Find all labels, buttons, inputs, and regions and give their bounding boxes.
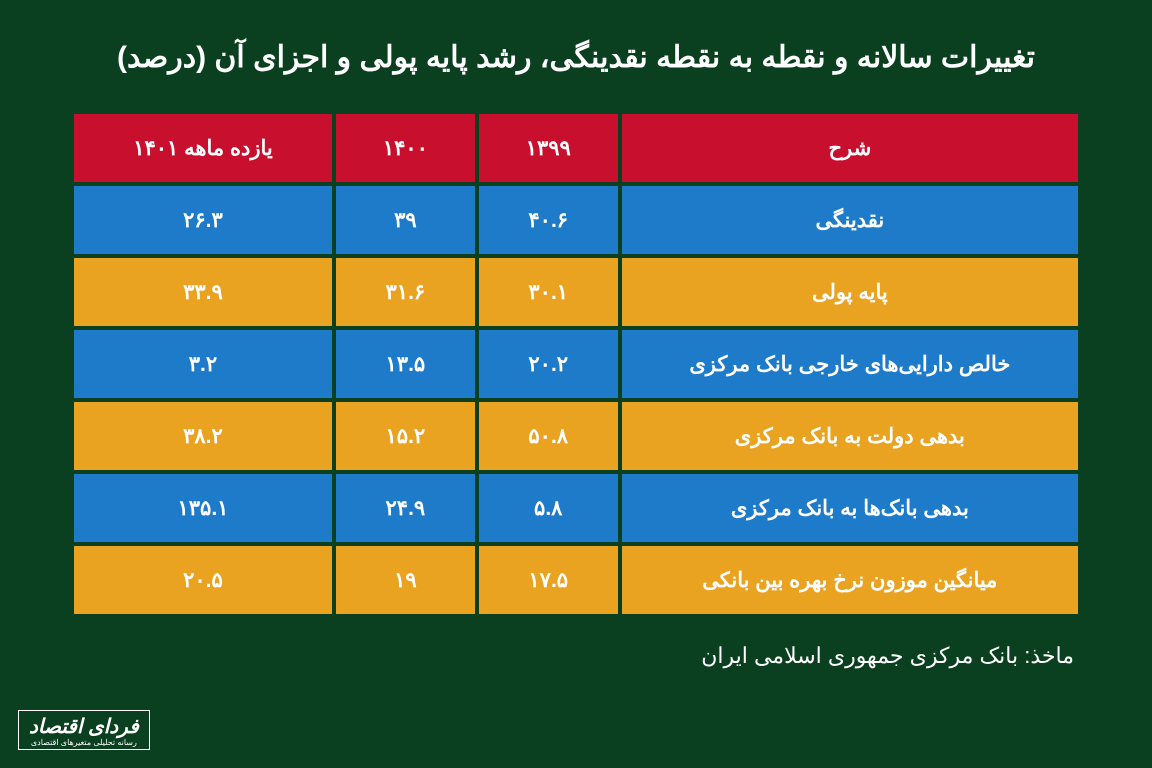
row-value: ۳.۲ xyxy=(74,330,332,398)
row-value: ۱۳۵.۱ xyxy=(74,474,332,542)
row-value: ۱۹ xyxy=(336,546,475,614)
logo-subtitle: رسانه تحلیلی متغیرهای اقتصادی xyxy=(29,739,139,747)
header-col3: یازده ماهه ۱۴۰۱ xyxy=(74,114,332,182)
row-value: ۲۴.۹ xyxy=(336,474,475,542)
row-value: ۳۸.۲ xyxy=(74,402,332,470)
logo-main-text: فردای اقتصاد xyxy=(29,717,139,737)
header-col2: ۱۴۰۰ xyxy=(336,114,475,182)
row-value: ۲۶.۳ xyxy=(74,186,332,254)
row-value: ۳۳.۹ xyxy=(74,258,332,326)
table-row: پایه پولی ۳۰.۱ ۳۱.۶ ۳۳.۹ xyxy=(74,258,1078,326)
row-value: ۳۱.۶ xyxy=(336,258,475,326)
row-label: نقدینگی xyxy=(622,186,1078,254)
header-desc: شرح xyxy=(622,114,1078,182)
chart-title: تغییرات سالانه و نقطه به نقطه نقدینگی، ر… xyxy=(70,40,1082,75)
row-value: ۵.۸ xyxy=(479,474,618,542)
table-row: بدهی بانک‌ها به بانک مرکزی ۵.۸ ۲۴.۹ ۱۳۵.… xyxy=(74,474,1078,542)
row-value: ۱۳.۵ xyxy=(336,330,475,398)
row-value: ۵۰.۸ xyxy=(479,402,618,470)
header-col1: ۱۳۹۹ xyxy=(479,114,618,182)
row-label: بدهی بانک‌ها به بانک مرکزی xyxy=(622,474,1078,542)
publisher-logo: فردای اقتصاد رسانه تحلیلی متغیرهای اقتصا… xyxy=(18,710,150,750)
table-header-row: شرح ۱۳۹۹ ۱۴۰۰ یازده ماهه ۱۴۰۱ xyxy=(74,114,1078,182)
row-label: میانگین موزون نرخ بهره بین بانکی xyxy=(622,546,1078,614)
row-value: ۴۰.۶ xyxy=(479,186,618,254)
row-label: بدهی دولت به بانک مرکزی xyxy=(622,402,1078,470)
row-label: خالص دارایی‌های خارجی بانک مرکزی xyxy=(622,330,1078,398)
source-citation: ماخذ: بانک مرکزی جمهوری اسلامی ایران xyxy=(70,643,1082,669)
table-row: خالص دارایی‌های خارجی بانک مرکزی ۲۰.۲ ۱۳… xyxy=(74,330,1078,398)
row-value: ۱۵.۲ xyxy=(336,402,475,470)
row-value: ۳۹ xyxy=(336,186,475,254)
row-value: ۲۰.۵ xyxy=(74,546,332,614)
table-row: بدهی دولت به بانک مرکزی ۵۰.۸ ۱۵.۲ ۳۸.۲ xyxy=(74,402,1078,470)
table-row: نقدینگی ۴۰.۶ ۳۹ ۲۶.۳ xyxy=(74,186,1078,254)
table-row: میانگین موزون نرخ بهره بین بانکی ۱۷.۵ ۱۹… xyxy=(74,546,1078,614)
data-table: شرح ۱۳۹۹ ۱۴۰۰ یازده ماهه ۱۴۰۱ نقدینگی ۴۰… xyxy=(70,110,1082,618)
row-value: ۲۰.۲ xyxy=(479,330,618,398)
row-value: ۱۷.۵ xyxy=(479,546,618,614)
row-value: ۳۰.۱ xyxy=(479,258,618,326)
row-label: پایه پولی xyxy=(622,258,1078,326)
